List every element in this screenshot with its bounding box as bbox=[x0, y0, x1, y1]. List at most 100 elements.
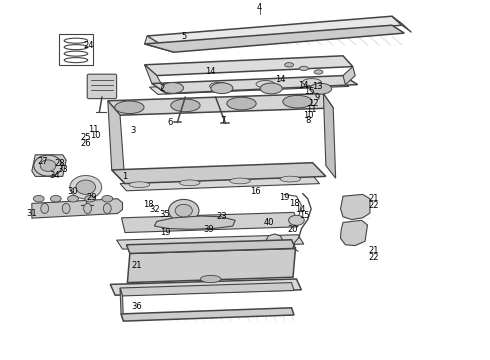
Ellipse shape bbox=[161, 82, 183, 93]
Polygon shape bbox=[341, 220, 368, 246]
Polygon shape bbox=[32, 155, 66, 176]
Text: 21: 21 bbox=[368, 194, 379, 203]
Text: 40: 40 bbox=[263, 218, 274, 227]
Text: 10: 10 bbox=[303, 111, 314, 120]
Polygon shape bbox=[117, 235, 304, 249]
Polygon shape bbox=[152, 76, 358, 94]
Ellipse shape bbox=[40, 160, 56, 171]
Text: 39: 39 bbox=[203, 225, 214, 234]
Ellipse shape bbox=[230, 178, 250, 184]
Polygon shape bbox=[122, 212, 298, 233]
Ellipse shape bbox=[102, 195, 113, 202]
Ellipse shape bbox=[169, 199, 199, 222]
Ellipse shape bbox=[85, 195, 96, 202]
Polygon shape bbox=[145, 56, 353, 76]
Polygon shape bbox=[145, 25, 404, 52]
Text: 15: 15 bbox=[299, 211, 310, 220]
Text: 14: 14 bbox=[294, 205, 305, 214]
Polygon shape bbox=[145, 65, 167, 94]
Text: 5: 5 bbox=[181, 32, 186, 41]
Text: 27: 27 bbox=[38, 157, 49, 166]
Ellipse shape bbox=[50, 195, 61, 202]
Polygon shape bbox=[341, 194, 370, 220]
Polygon shape bbox=[147, 16, 402, 45]
Ellipse shape bbox=[41, 203, 49, 213]
Ellipse shape bbox=[103, 203, 111, 213]
Polygon shape bbox=[112, 163, 326, 184]
Text: 23: 23 bbox=[216, 212, 227, 221]
Text: 30: 30 bbox=[67, 187, 78, 196]
Text: 22: 22 bbox=[368, 253, 379, 262]
Text: 32: 32 bbox=[149, 205, 160, 214]
Text: 21: 21 bbox=[131, 261, 142, 270]
Polygon shape bbox=[120, 176, 319, 191]
Text: 24: 24 bbox=[83, 40, 94, 49]
Polygon shape bbox=[154, 216, 235, 229]
Polygon shape bbox=[32, 199, 122, 218]
Ellipse shape bbox=[68, 195, 78, 202]
Polygon shape bbox=[392, 16, 412, 32]
Ellipse shape bbox=[200, 275, 221, 283]
Text: 12: 12 bbox=[308, 99, 319, 108]
Text: 15: 15 bbox=[304, 87, 315, 96]
Ellipse shape bbox=[175, 204, 192, 217]
Text: 31: 31 bbox=[26, 209, 37, 217]
Bar bbox=[59, 34, 93, 65]
Ellipse shape bbox=[310, 83, 332, 94]
Text: 18: 18 bbox=[143, 200, 153, 209]
Ellipse shape bbox=[70, 176, 101, 199]
Ellipse shape bbox=[179, 180, 200, 186]
Ellipse shape bbox=[62, 203, 70, 213]
Text: 4: 4 bbox=[257, 3, 262, 12]
Text: 36: 36 bbox=[131, 302, 142, 311]
Polygon shape bbox=[323, 94, 336, 178]
Text: 14: 14 bbox=[205, 68, 216, 77]
Text: 35: 35 bbox=[159, 210, 170, 219]
Polygon shape bbox=[343, 67, 355, 85]
Text: 19: 19 bbox=[160, 228, 171, 237]
Ellipse shape bbox=[289, 215, 304, 225]
Text: 6: 6 bbox=[168, 118, 173, 127]
Text: 14: 14 bbox=[298, 81, 309, 90]
Ellipse shape bbox=[163, 84, 182, 91]
Polygon shape bbox=[266, 234, 283, 249]
Polygon shape bbox=[127, 248, 295, 283]
Text: 29: 29 bbox=[87, 193, 98, 202]
Polygon shape bbox=[108, 101, 125, 184]
Ellipse shape bbox=[256, 81, 275, 88]
Polygon shape bbox=[149, 79, 349, 94]
Text: 28: 28 bbox=[54, 159, 65, 168]
Ellipse shape bbox=[129, 182, 149, 188]
Polygon shape bbox=[145, 36, 174, 52]
Ellipse shape bbox=[171, 99, 200, 112]
Text: 25: 25 bbox=[80, 133, 91, 142]
Text: 2: 2 bbox=[159, 84, 164, 93]
Text: 3: 3 bbox=[131, 126, 136, 135]
Text: 22: 22 bbox=[368, 202, 379, 210]
Polygon shape bbox=[110, 279, 301, 295]
Ellipse shape bbox=[34, 155, 62, 176]
Polygon shape bbox=[121, 308, 294, 321]
Ellipse shape bbox=[227, 97, 256, 110]
Text: 8: 8 bbox=[305, 116, 310, 125]
Text: 14: 14 bbox=[275, 76, 286, 85]
Text: 16: 16 bbox=[250, 187, 261, 196]
Ellipse shape bbox=[210, 82, 228, 90]
Ellipse shape bbox=[285, 63, 294, 67]
Text: 33: 33 bbox=[57, 165, 68, 174]
Ellipse shape bbox=[84, 203, 92, 213]
Ellipse shape bbox=[314, 70, 323, 74]
Ellipse shape bbox=[299, 66, 308, 71]
Text: 9: 9 bbox=[315, 94, 320, 102]
Text: 21: 21 bbox=[368, 246, 379, 255]
Text: 10: 10 bbox=[90, 130, 101, 139]
Ellipse shape bbox=[302, 78, 321, 86]
FancyBboxPatch shape bbox=[87, 74, 117, 99]
Ellipse shape bbox=[115, 101, 144, 114]
Polygon shape bbox=[120, 283, 294, 296]
Ellipse shape bbox=[260, 83, 282, 94]
Polygon shape bbox=[108, 94, 333, 115]
Text: 18: 18 bbox=[289, 199, 299, 208]
Text: 20: 20 bbox=[288, 225, 298, 234]
Ellipse shape bbox=[76, 180, 96, 194]
